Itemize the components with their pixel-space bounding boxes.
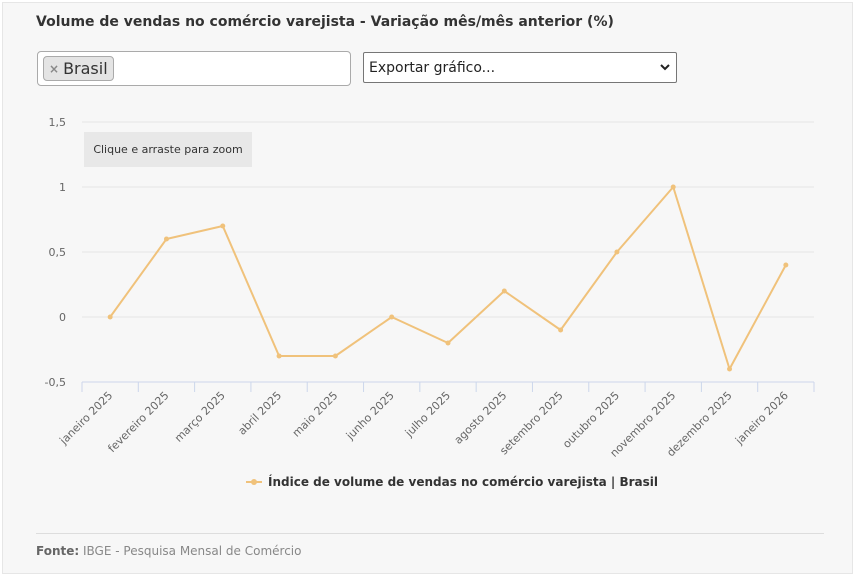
x-tick-label: agosto 2025 <box>452 389 510 447</box>
chart-legend[interactable]: Índice de volume de vendas no comércio v… <box>246 475 658 489</box>
region-filter-input[interactable]: × Brasil <box>37 51 351 86</box>
source-label: Fonte: <box>36 544 80 558</box>
data-point <box>332 353 338 359</box>
y-tick-label: -0,5 <box>45 376 66 389</box>
data-point <box>163 236 169 242</box>
data-point <box>389 314 395 320</box>
export-chart-select[interactable]: Exportar gráfico... <box>363 52 677 83</box>
x-tick-label: abril 2025 <box>236 389 285 438</box>
data-point <box>558 327 564 333</box>
data-point <box>276 353 282 359</box>
remove-tag-icon[interactable]: × <box>49 61 60 76</box>
region-tag[interactable]: × Brasil <box>43 56 114 81</box>
y-tick-label: 0,5 <box>49 246 67 259</box>
legend-series-symbol <box>246 479 262 485</box>
chart-title: Volume de vendas no comércio varejista -… <box>36 14 614 30</box>
region-tag-label: Brasil <box>63 59 108 78</box>
data-point <box>107 314 113 320</box>
x-tick-label: julho 2025 <box>402 389 453 440</box>
x-tick-label: março 2025 <box>172 389 228 445</box>
x-tick-label: janeiro 2026 <box>732 389 791 448</box>
x-tick-label: fevereiro 2025 <box>105 389 171 455</box>
export-chart-select-value: Exportar gráfico... <box>369 59 496 76</box>
chevron-down-icon <box>660 64 670 71</box>
data-point <box>727 366 733 372</box>
x-tick-label: maio 2025 <box>290 389 341 440</box>
y-tick-label: 1,5 <box>49 116 67 129</box>
footer-divider <box>36 533 824 534</box>
x-tick-label: outubro 2025 <box>560 389 622 451</box>
data-point <box>614 249 620 255</box>
data-point <box>445 340 451 346</box>
x-tick-label: junho 2025 <box>343 389 397 443</box>
data-point <box>783 262 789 268</box>
data-point <box>501 288 507 294</box>
data-point <box>670 184 676 190</box>
data-point <box>220 223 226 229</box>
y-tick-label: 0 <box>59 311 66 324</box>
zoom-hint: Clique e arraste para zoom <box>84 132 252 167</box>
legend-series-label: Índice de volume de vendas no comércio v… <box>268 475 658 489</box>
x-tick-label: janeiro 2025 <box>57 389 116 448</box>
chart-source: Fonte: IBGE - Pesquisa Mensal de Comérci… <box>36 544 301 558</box>
source-text: IBGE - Pesquisa Mensal de Comércio <box>83 544 302 558</box>
y-tick-label: 1 <box>59 181 66 194</box>
